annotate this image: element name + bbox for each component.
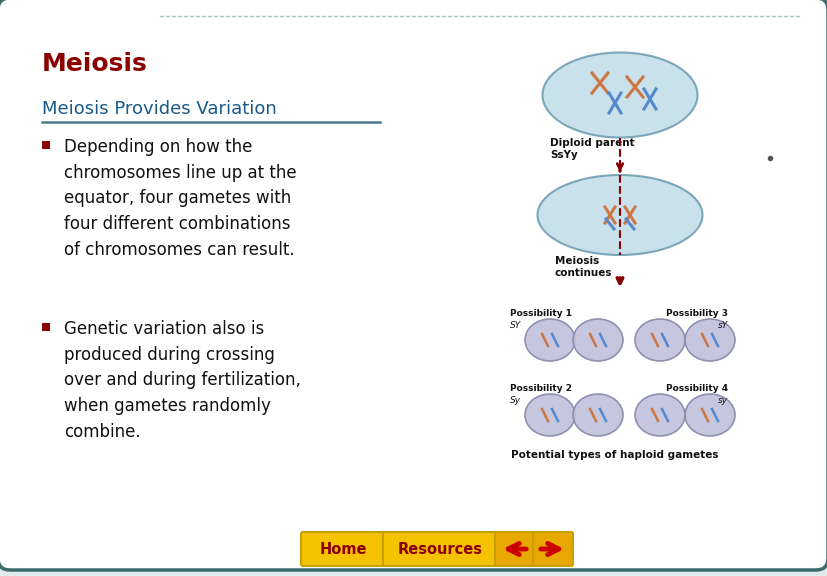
FancyBboxPatch shape [495, 532, 534, 566]
Text: Depending on how the
chromosomes line up at the
equator, four gametes with
four : Depending on how the chromosomes line up… [64, 138, 296, 259]
Text: Meiosis Provides Variation: Meiosis Provides Variation [42, 100, 276, 118]
Text: Resources: Resources [397, 541, 482, 556]
Text: Possibility 4: Possibility 4 [665, 384, 727, 393]
Text: Sy: Sy [509, 396, 520, 405]
Text: SY: SY [509, 321, 521, 330]
Text: Home: Home [319, 541, 366, 556]
Text: sY: sY [717, 321, 727, 330]
Ellipse shape [634, 394, 684, 436]
Ellipse shape [684, 319, 734, 361]
Ellipse shape [684, 394, 734, 436]
Ellipse shape [524, 394, 574, 436]
Text: Potential types of haploid gametes: Potential types of haploid gametes [510, 450, 718, 460]
FancyBboxPatch shape [301, 532, 385, 566]
Text: Possibility 3: Possibility 3 [665, 309, 727, 318]
FancyBboxPatch shape [533, 532, 572, 566]
Text: sy: sy [717, 396, 727, 405]
Bar [42, 141, 50, 149]
Bar [42, 323, 50, 331]
FancyBboxPatch shape [383, 532, 496, 566]
Text: Diploid parent
SsYy: Diploid parent SsYy [549, 138, 633, 160]
Ellipse shape [537, 175, 701, 255]
Ellipse shape [524, 319, 574, 361]
Text: Meiosis: Meiosis [42, 52, 147, 76]
Ellipse shape [572, 394, 622, 436]
Ellipse shape [572, 319, 622, 361]
Text: Possibility 1: Possibility 1 [509, 309, 571, 318]
Text: Meiosis
continues: Meiosis continues [554, 256, 612, 278]
Ellipse shape [542, 52, 696, 138]
Text: Possibility 2: Possibility 2 [509, 384, 571, 393]
Ellipse shape [634, 319, 684, 361]
Text: Genetic variation also is
produced during crossing
over and during fertilization: Genetic variation also is produced durin… [64, 320, 300, 441]
